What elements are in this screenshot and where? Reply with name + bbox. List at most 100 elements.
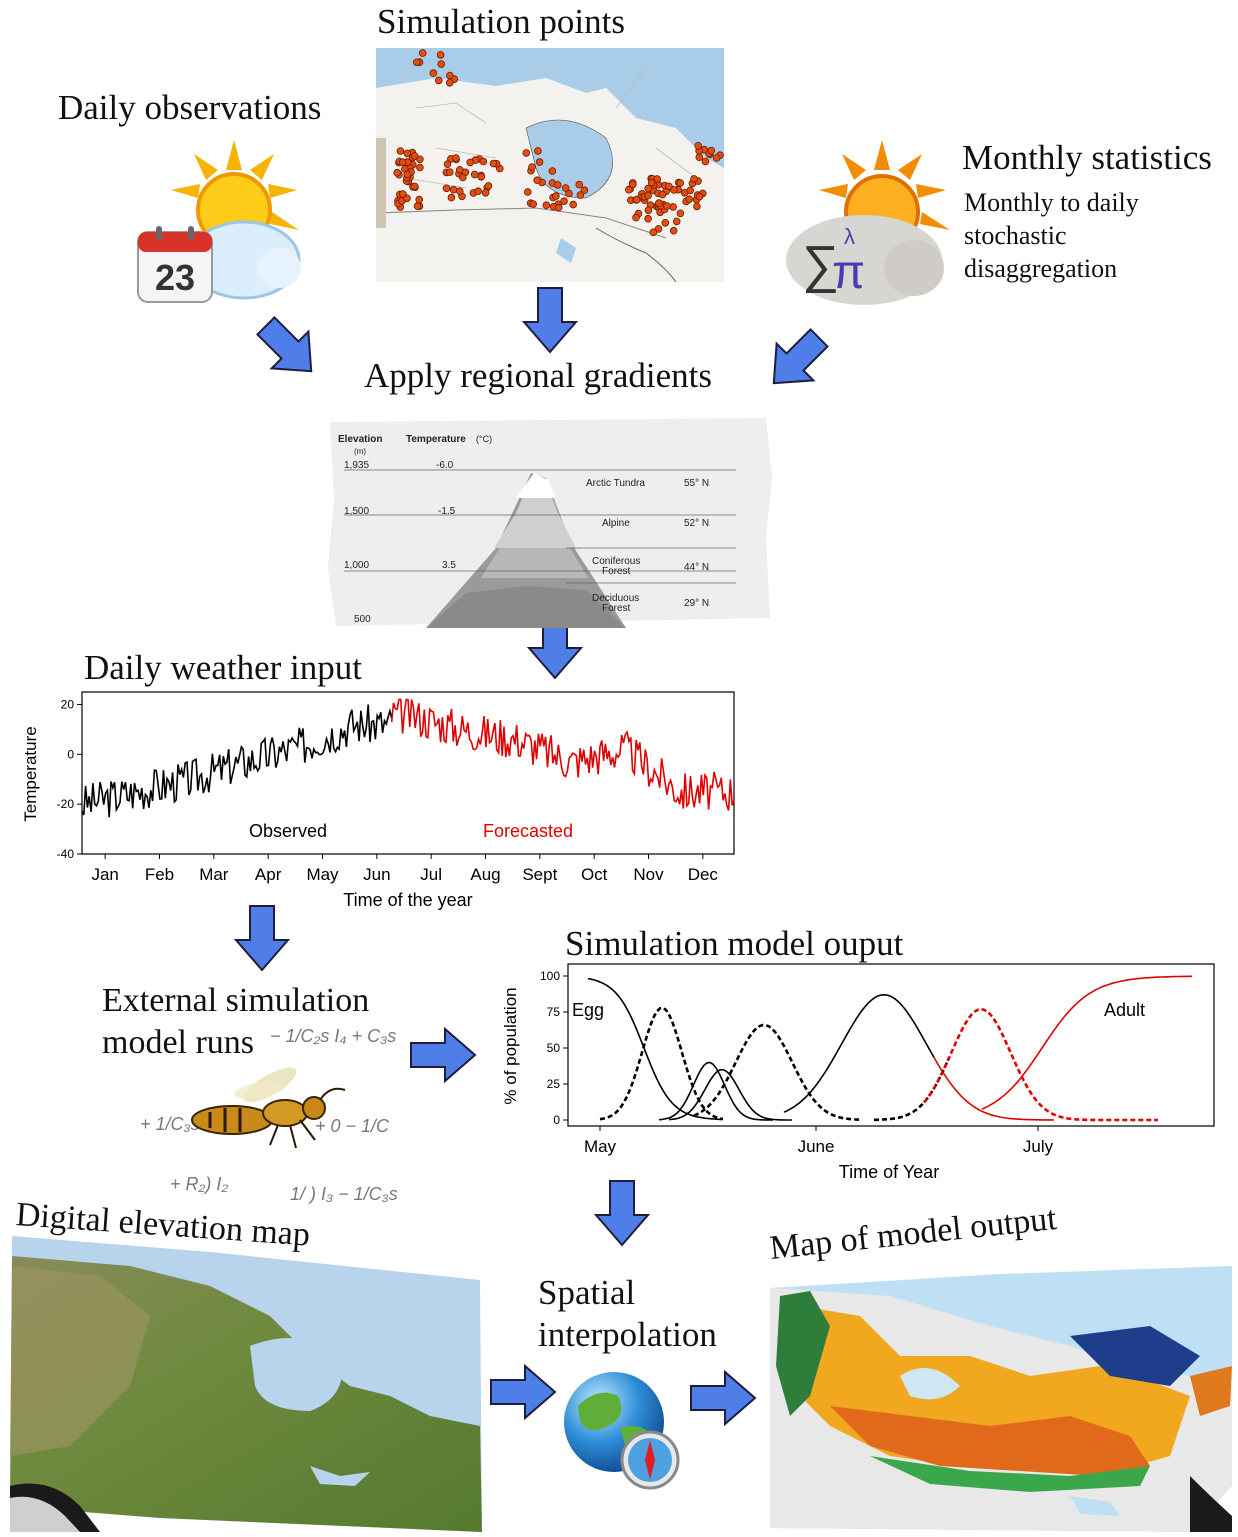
output-plot-frame — [567, 963, 1215, 1127]
simulation-point — [452, 154, 460, 162]
simulation-point — [410, 182, 419, 191]
simulation-point — [396, 147, 405, 155]
simulation-point — [470, 170, 479, 179]
weather-xtick-label: Jul — [420, 865, 442, 884]
lat-55: 55° N — [684, 478, 709, 489]
simulation-point — [434, 76, 443, 85]
simulation-point — [489, 159, 498, 168]
egg-label: Egg — [572, 1000, 604, 1020]
simulation-point — [653, 175, 662, 183]
simulation-point — [560, 197, 568, 206]
simulation-point — [685, 195, 694, 204]
weather-ytick-label: -20 — [57, 797, 75, 811]
output-ytick-label: 0 — [553, 1113, 560, 1127]
simulation-point — [693, 202, 701, 211]
simulation-point — [415, 195, 423, 204]
simulation-point — [398, 158, 407, 166]
weather-ytick-label: 20 — [61, 697, 75, 711]
simulation-point — [528, 163, 536, 171]
egg-curve — [587, 977, 724, 1121]
simulation-point — [447, 193, 456, 202]
weather-xtick-label: May — [306, 865, 339, 884]
adult-emerge-curve — [874, 1057, 951, 1122]
simulation-point — [658, 190, 667, 199]
model-output-map — [770, 1266, 1232, 1532]
simulation-point — [629, 180, 637, 189]
weather-xtick-label: Mar — [199, 865, 229, 884]
simulation-point — [694, 142, 703, 150]
svg-text:− 1/C₂s I₄ + C₃s: − 1/C₂s I₄ + C₃s — [270, 1026, 396, 1046]
simulation-point — [445, 78, 454, 87]
svg-text:π: π — [832, 246, 865, 299]
arrow-right-1 — [410, 1028, 476, 1082]
output-xtick-label: July — [1023, 1137, 1054, 1156]
daily-weather-chart: Temperature 20 0 -20 -40 Jan Feb Mar Apr May Jun… — [16, 688, 746, 920]
weather-xtick-label: Oct — [581, 865, 608, 884]
svg-text:+ R₂) I₂: + R₂) I₂ — [170, 1174, 228, 1194]
simulation-point — [481, 189, 490, 197]
lat-29: 29° N — [684, 598, 709, 609]
simulation-point — [644, 191, 652, 200]
spatial-line-2: interpolation — [538, 1315, 717, 1354]
simulation-point — [533, 176, 542, 185]
calendar-icon: 23 — [137, 226, 213, 303]
simulation-point — [437, 60, 445, 68]
simulation-point — [403, 149, 412, 158]
larva3-curve — [668, 1068, 792, 1121]
monthly-sub-line-1: Monthly to daily — [964, 188, 1139, 217]
temp-2: -1.5 — [438, 506, 456, 517]
simulation-point — [442, 184, 451, 193]
weather-xtick-label: Feb — [145, 865, 174, 884]
simulation-point — [569, 200, 578, 209]
digital-elevation-map — [10, 1236, 482, 1532]
simulation-point — [686, 186, 695, 195]
simulation-point — [534, 147, 542, 155]
output-ytick-label: 100 — [540, 969, 560, 983]
arrow-down-1 — [523, 287, 577, 353]
adult-label: Adult — [1104, 1000, 1145, 1020]
weather-ylabel: Temperature — [21, 726, 40, 821]
simulation-point — [561, 184, 570, 192]
svg-text:∑: ∑ — [802, 236, 839, 294]
zone-deciduous: Deciduous — [592, 593, 639, 604]
elevation-1935: 1,935 — [344, 460, 369, 471]
simulation-point — [416, 163, 424, 172]
adult-curve — [981, 975, 1192, 1110]
svg-text:λ: λ — [844, 224, 855, 249]
simulation-point — [665, 182, 673, 191]
simulation-point — [393, 168, 402, 177]
simulation-point — [644, 206, 653, 215]
simulation-point — [647, 179, 656, 187]
monthly-statistics-icon: ∑ π λ — [784, 140, 954, 310]
spatial-interpolation-title: Spatial interpolation — [538, 1272, 717, 1356]
simulation-point — [443, 160, 452, 168]
simulation-point — [676, 209, 685, 218]
simulation-point — [552, 192, 560, 200]
observed-label: Observed — [249, 821, 327, 841]
sim-output-title: Simulation model ouput — [565, 924, 904, 963]
forecasted-series — [390, 698, 735, 811]
simulation-point — [663, 202, 671, 210]
weather-xtick-label: Nov — [633, 865, 664, 884]
simulation-point — [535, 158, 544, 166]
wasp-icon — [191, 1067, 346, 1149]
arrow-down-4 — [595, 1180, 649, 1246]
larva2-curve — [658, 1061, 773, 1121]
simulation-point — [553, 181, 562, 189]
simulation-point — [676, 179, 685, 187]
elevation-1000: 1,000 — [344, 560, 369, 571]
svg-text:+ 0 − 1/C: + 0 − 1/C — [315, 1116, 390, 1136]
zone-coniferous: Coniferous — [592, 556, 640, 567]
simulation-point — [398, 190, 407, 198]
monthly-sub-line-3: disaggregation — [964, 254, 1118, 283]
simulation-point — [459, 173, 467, 182]
larva1-curve — [599, 1006, 724, 1121]
daily-observations-icon: 23 — [134, 140, 304, 310]
simulation-point — [580, 186, 589, 195]
simulation-point — [575, 180, 584, 189]
simulation-point — [548, 167, 557, 175]
output-ytick-label: 25 — [547, 1077, 561, 1091]
external-model-runs: − 1/C₂s I₄ + C₃s + 1/C₃s + + 0 − 1/C + R… — [100, 960, 420, 1210]
simulation-point — [654, 225, 663, 233]
simulation-point — [477, 173, 485, 181]
